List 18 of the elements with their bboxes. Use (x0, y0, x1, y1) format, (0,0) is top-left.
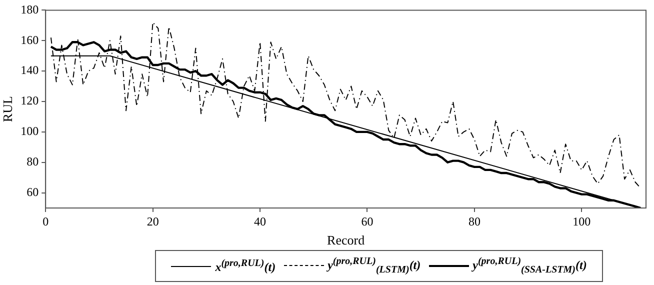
y-tick-label: 120 (20, 94, 39, 108)
y-tick-label: 80 (26, 154, 39, 169)
x-axis-title: Record (327, 232, 366, 248)
y-tick-label: 60 (26, 184, 39, 199)
y-axis-title: RUL (0, 96, 16, 122)
x-tick-label: 100 (572, 214, 591, 228)
x-tick-label: 20 (146, 214, 159, 228)
x-tick-label: 80 (468, 214, 480, 228)
x-tick-label: 60 (361, 214, 374, 228)
y-tick-label: 160 (20, 32, 39, 47)
x-tick-label: 0 (42, 214, 49, 228)
legend-label: x$^{(pro,RUL)}$(t) (215, 258, 276, 274)
x-tick-label: 40 (254, 214, 266, 228)
y-tick-label: 100 (20, 124, 39, 138)
legend-label: y$^{(pro,RUL)}$$_{(LSTM)}$(t) (328, 256, 421, 276)
y-tick-label: 140 (20, 63, 39, 78)
y-tick-label: 180 (20, 2, 39, 16)
legend-label: y$^{(pro,RUL)}$$_{(SSA-LSTM)}$(t) (472, 256, 587, 276)
